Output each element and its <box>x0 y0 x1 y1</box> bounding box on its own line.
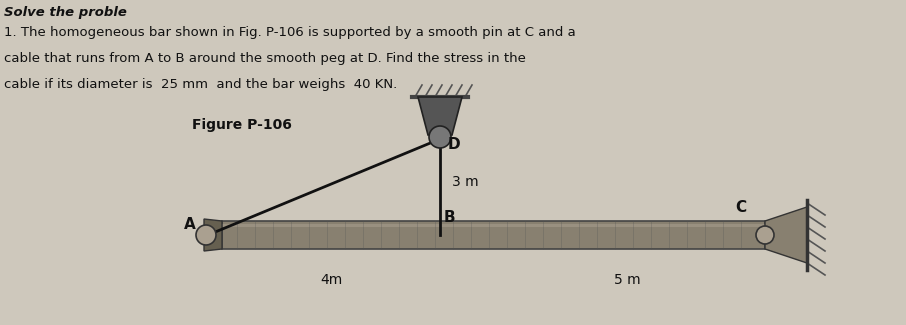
Polygon shape <box>765 207 807 263</box>
Text: cable that runs from A to B around the smooth peg at D. Find the stress in the: cable that runs from A to B around the s… <box>4 52 525 65</box>
Text: C: C <box>735 200 747 215</box>
Text: D: D <box>448 137 460 152</box>
Text: 1. The homogeneous bar shown in Fig. P-106 is supported by a smooth pin at C and: 1. The homogeneous bar shown in Fig. P-1… <box>4 26 575 39</box>
Text: 5 m: 5 m <box>613 273 641 287</box>
Polygon shape <box>418 97 462 135</box>
Text: Figure P-106: Figure P-106 <box>192 118 292 132</box>
Text: A: A <box>184 217 196 232</box>
Polygon shape <box>204 219 222 251</box>
Text: 4m: 4m <box>320 273 342 287</box>
Text: Solve the proble: Solve the proble <box>4 6 127 19</box>
Polygon shape <box>222 221 765 249</box>
Circle shape <box>756 226 774 244</box>
Text: 3 m: 3 m <box>452 175 478 189</box>
Polygon shape <box>222 224 765 227</box>
Circle shape <box>429 126 451 148</box>
Text: cable if its diameter is  25 mm  and the bar weighs  40 KN.: cable if its diameter is 25 mm and the b… <box>4 78 397 91</box>
Circle shape <box>196 225 216 245</box>
Text: B: B <box>444 210 456 225</box>
